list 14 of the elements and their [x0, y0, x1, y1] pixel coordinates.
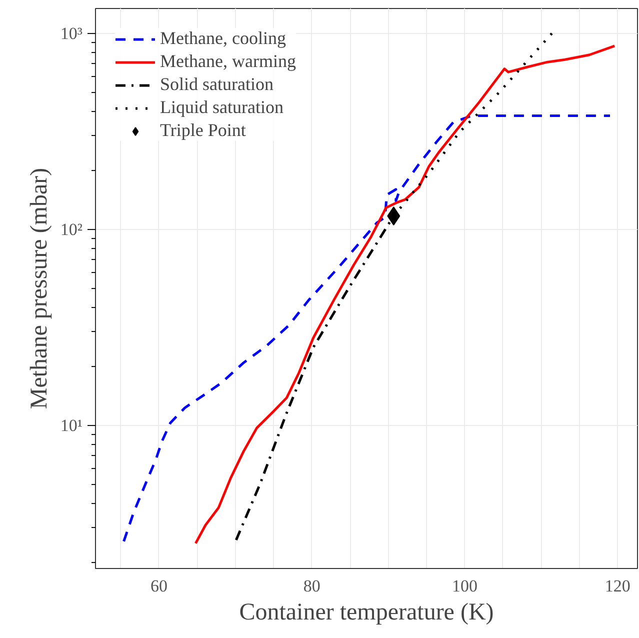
legend-label: Solid saturation [160, 74, 274, 95]
y-tick-label: 10¹ [60, 416, 83, 435]
legend-label: Methane, cooling [160, 28, 286, 49]
x-tick-label: 100 [452, 576, 478, 596]
y-tick-label: 10² [60, 220, 83, 239]
x-tick-label: 80 [303, 576, 320, 596]
legend-label: Liquid saturation [160, 97, 284, 118]
x-tick-label: 120 [604, 576, 630, 596]
y-axis-title: Methane pressure (mbar) [26, 168, 52, 410]
x-axis-title: Container temperature (K) [239, 600, 494, 626]
x-tick-label: 60 [150, 576, 168, 596]
legend-label: Triple Point [160, 120, 246, 141]
y-tick-label: 10³ [60, 24, 83, 43]
legend-label: Methane, warming [160, 51, 296, 72]
